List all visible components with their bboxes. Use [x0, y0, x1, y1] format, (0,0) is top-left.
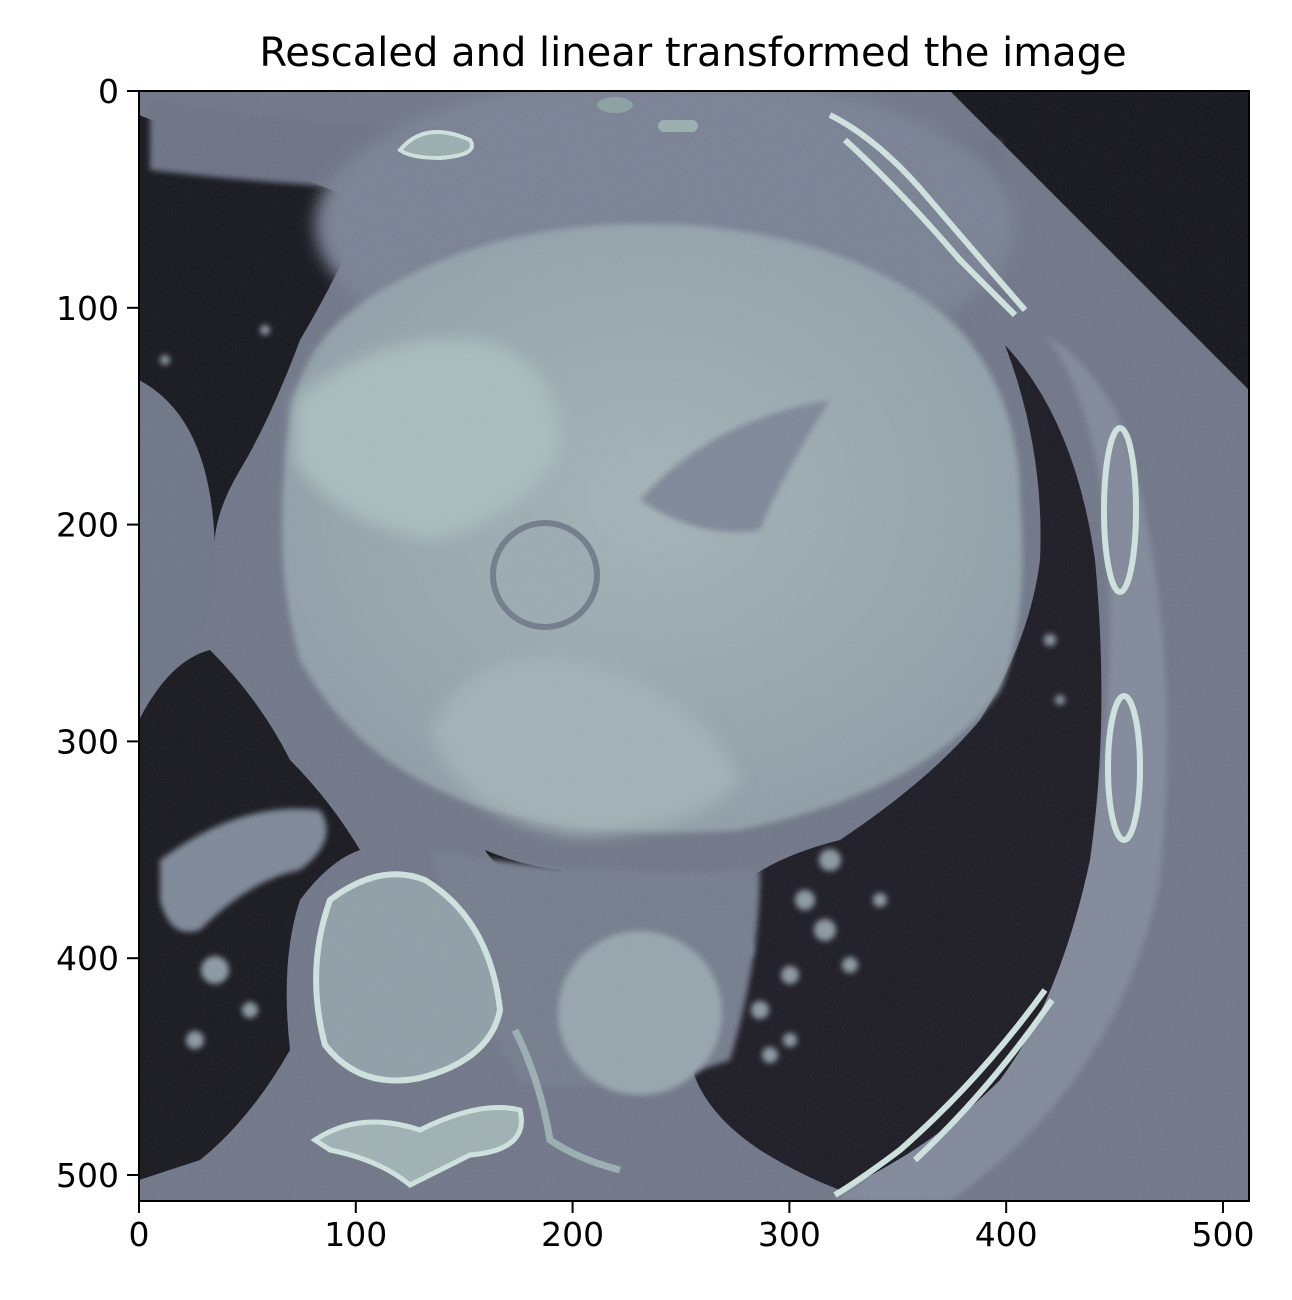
ct-scan-image [139, 91, 1249, 1201]
x-tick-label: 300 [758, 1215, 821, 1254]
y-tick-label: 400 [56, 939, 119, 978]
y-tick-label: 200 [56, 506, 119, 545]
x-tick-label: 400 [975, 1215, 1038, 1254]
y-tick-label: 500 [56, 1156, 119, 1195]
x-tick-label: 100 [324, 1215, 387, 1254]
y-axis: 0 100 200 300 400 500 [56, 72, 139, 1195]
x-tick-label: 0 [129, 1215, 150, 1254]
x-tick-label: 500 [1191, 1215, 1254, 1254]
figure-title: Rescaled and linear transformed the imag… [259, 30, 1126, 76]
y-tick-label: 100 [56, 289, 119, 328]
x-axis: 0 100 200 300 400 500 [129, 1201, 1254, 1254]
x-tick-label: 200 [541, 1215, 604, 1254]
y-tick-label: 0 [98, 72, 119, 111]
y-tick-label: 300 [56, 722, 119, 761]
plot-frame [138, 90, 1250, 1202]
